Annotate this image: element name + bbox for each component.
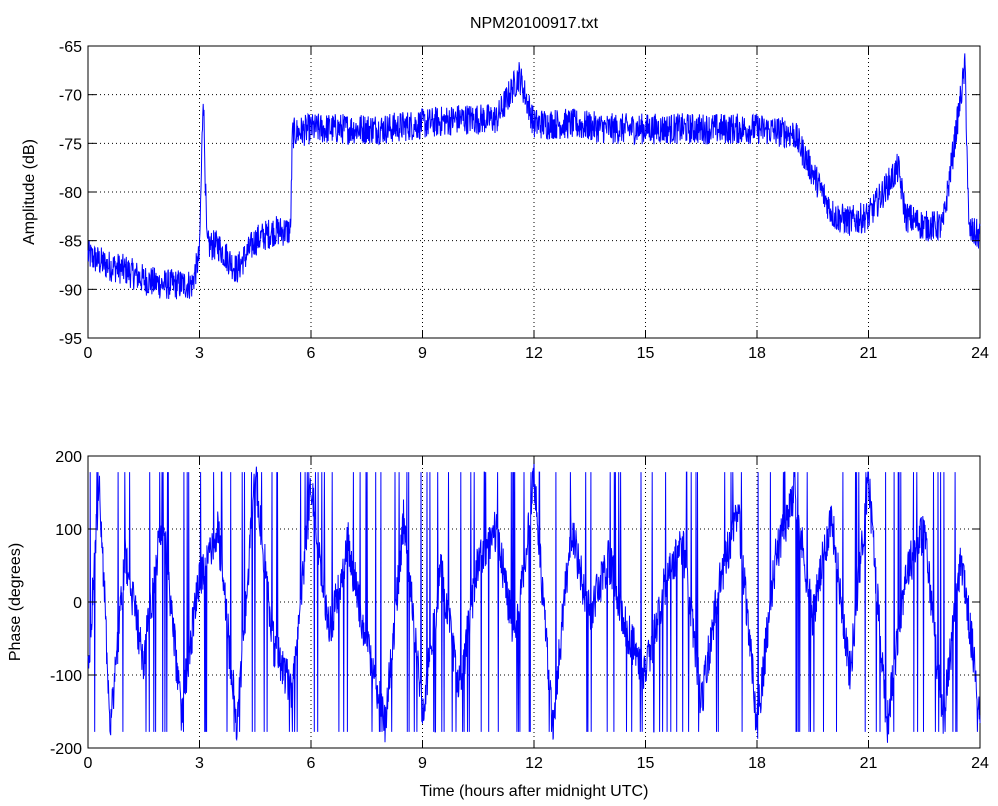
phase-panel: 0 3 6 9 12 15 18 21 24 200 100 0 -100 -200 Time (hour… (7, 449, 989, 800)
phase-x-tick-label: 15 (637, 755, 655, 772)
amplitude-x-tick-label: 24 (971, 345, 989, 362)
amplitude-x-tick-label: 15 (637, 345, 655, 362)
phase-x-axis-label: Time (hours after midnight UTC) (420, 783, 649, 800)
amplitude-series-line (87, 53, 981, 300)
phase-x-tick-label: 9 (418, 755, 427, 772)
phase-x-tick-label: 21 (860, 755, 878, 772)
phase-x-tick-label: 0 (84, 755, 93, 772)
amplitude-x-tick-label: 9 (418, 345, 427, 362)
phase-y-tick-label: -100 (50, 668, 82, 685)
amplitude-ticks: 0 3 6 9 12 15 18 21 24 -65 -70 -75 -80 -85 -90 -95 (59, 39, 989, 362)
amplitude-x-tick-label: 0 (84, 345, 93, 362)
phase-x-tick-label: 6 (307, 755, 316, 772)
amplitude-y-tick-label: -95 (59, 331, 82, 348)
amplitude-x-tick-label: 3 (195, 345, 204, 362)
amplitude-x-tick-label: 18 (748, 345, 766, 362)
amplitude-series (87, 53, 981, 300)
amplitude-panel: 0 3 6 9 12 15 18 21 24 -65 -70 -75 -80 -85 -90 -95 NPM2… (21, 15, 989, 362)
amplitude-x-tick-label: 21 (860, 345, 878, 362)
amplitude-x-tick-label: 6 (307, 345, 316, 362)
amplitude-grid (88, 46, 980, 338)
amplitude-y-tick-label: -65 (59, 39, 82, 56)
amplitude-y-tick-label: -70 (59, 88, 82, 105)
phase-y-tick-label: -200 (50, 741, 82, 758)
phase-y-tick-label: 0 (73, 595, 82, 612)
phase-ticks: 0 3 6 9 12 15 18 21 24 200 100 0 -100 -200 (50, 449, 989, 772)
amplitude-y-tick-label: -75 (59, 136, 82, 153)
phase-x-tick-label: 3 (195, 755, 204, 772)
phase-x-tick-label: 18 (748, 755, 766, 772)
amplitude-y-tick-label: -90 (59, 282, 82, 299)
amplitude-y-tick-label: -85 (59, 234, 82, 251)
phase-y-tick-label: 200 (55, 449, 82, 466)
amplitude-x-tick-label: 12 (525, 345, 543, 362)
phase-y-axis-label: Phase (degrees) (7, 543, 24, 661)
phase-y-tick-label: 100 (55, 522, 82, 539)
chart-title: NPM20100917.txt (470, 15, 599, 32)
phase-grid (88, 456, 980, 748)
phase-x-tick-label: 12 (525, 755, 543, 772)
amplitude-y-axis-label: Amplitude (dB) (21, 139, 38, 245)
amplitude-y-tick-label: -80 (59, 185, 82, 202)
phase-x-tick-label: 24 (971, 755, 989, 772)
